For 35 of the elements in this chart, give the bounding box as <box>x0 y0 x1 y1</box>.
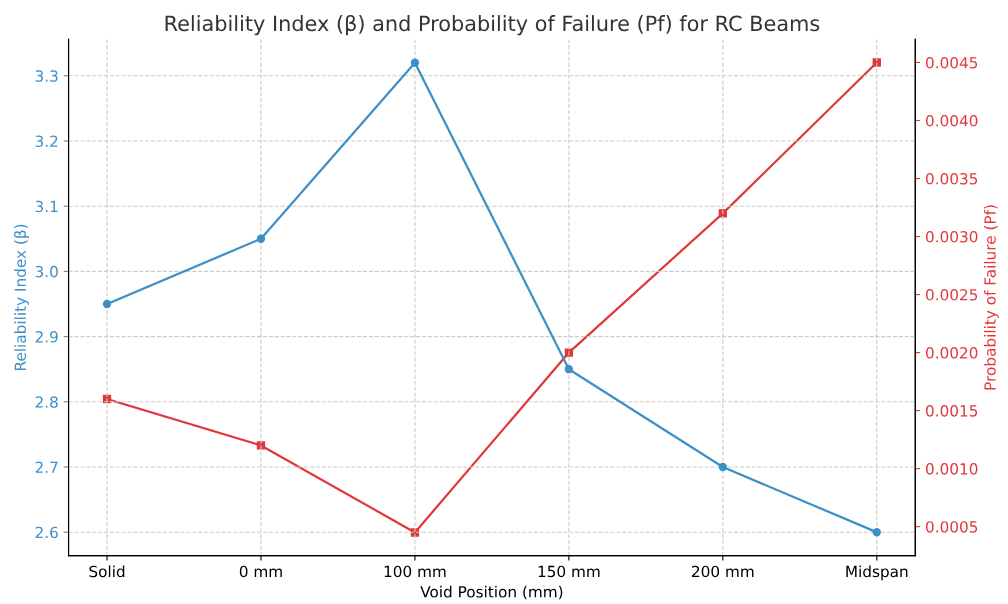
y2-tick-label: 0.0030 <box>925 231 978 243</box>
point <box>872 58 881 67</box>
x-tick-label: 200 mm <box>692 565 754 578</box>
y2-tick-label: 0.0020 <box>925 347 978 359</box>
y-tick-label: 2.8 <box>35 396 58 408</box>
y-tick-label: 3.2 <box>35 135 58 147</box>
y2-axis-title: Probability of Failure (Pf) <box>984 205 999 390</box>
x-tick-label: 150 mm <box>538 565 600 578</box>
point <box>102 299 112 309</box>
point <box>410 58 420 67</box>
x-tick-label: Midspan <box>846 565 908 581</box>
point <box>718 209 727 218</box>
y2-tick-label: 0.0045 <box>925 56 978 69</box>
x-tick-label: 100 mm <box>384 565 446 578</box>
y-tick-label: 3.0 <box>35 265 58 278</box>
y-tick-label: 2.7 <box>35 461 58 473</box>
y2-tick-label: 0.0010 <box>925 463 978 475</box>
x-tick-label: Solid <box>89 565 125 578</box>
y-tick-label: 3.3 <box>35 70 58 82</box>
point <box>872 528 881 537</box>
point <box>256 234 266 243</box>
point <box>564 365 574 374</box>
y-tick-label: 2.9 <box>35 331 58 343</box>
y-tick-label: 2.6 <box>35 526 58 539</box>
x-tick-label: 0 mm <box>239 565 282 578</box>
y-axis-title: Reliability Index (β) <box>14 224 29 371</box>
y2-tick-label: 0.0035 <box>925 172 978 185</box>
y2-tick-label: 0.0005 <box>925 521 978 533</box>
y-tick-label: 3.1 <box>35 200 58 213</box>
chart-title: Reliability Index (β) and Probability of Failure (Pf) for RC Beams <box>165 14 820 36</box>
y2-tick-label: 0.0015 <box>925 405 978 417</box>
x-axis-title: Void Position (mm) <box>420 585 563 600</box>
y2-tick-label: 0.0025 <box>925 289 978 301</box>
point <box>718 462 727 472</box>
y2-tick-label: 0.0040 <box>925 114 978 127</box>
